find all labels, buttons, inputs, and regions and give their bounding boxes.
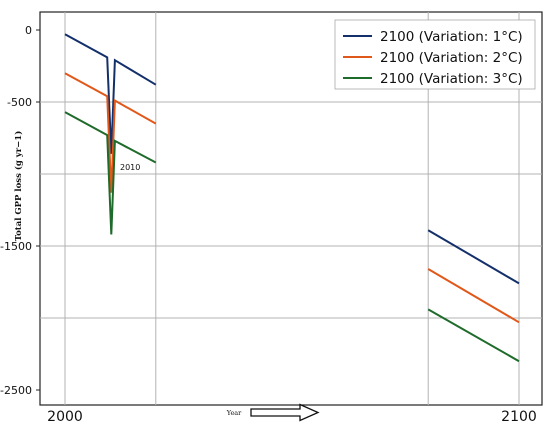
- series-lines: [64, 33, 520, 363]
- x-tick-label: 2100: [501, 409, 537, 425]
- series-line-1: [64, 33, 157, 154]
- annotation-2010: 2010: [120, 163, 140, 172]
- y-axis-ticks: 0 -500 -1500 -2500: [0, 24, 40, 397]
- legend-label: 2100 (Variation: 3°C): [380, 71, 523, 87]
- legend-label: 2100 (Variation: 2°C): [380, 50, 523, 66]
- series-line-1: [427, 229, 520, 285]
- series-line-3: [64, 111, 157, 235]
- series-line-2: [427, 268, 520, 324]
- y-axis-label: Total GPP loss (g yr−1): [13, 131, 24, 241]
- y-tick-label: -2500: [0, 384, 32, 397]
- y-tick-label: 0: [25, 24, 32, 37]
- y-tick-label: -500: [7, 96, 32, 109]
- series-line-2: [64, 72, 157, 193]
- legend-label: 2100 (Variation: 1°C): [380, 29, 523, 45]
- y-tick-label: -1500: [0, 240, 32, 253]
- x-axis-label: Year: [226, 409, 242, 417]
- x-tick-label: 2000: [47, 409, 83, 425]
- direction-arrow: [250, 403, 320, 422]
- x-axis-ticks: 2000 2100: [47, 409, 537, 425]
- plot-frame: [39, 11, 543, 406]
- series-line-3: [427, 308, 520, 363]
- legend: 2100 (Variation: 1°C) 2100 (Variation: 2°…: [334, 19, 536, 90]
